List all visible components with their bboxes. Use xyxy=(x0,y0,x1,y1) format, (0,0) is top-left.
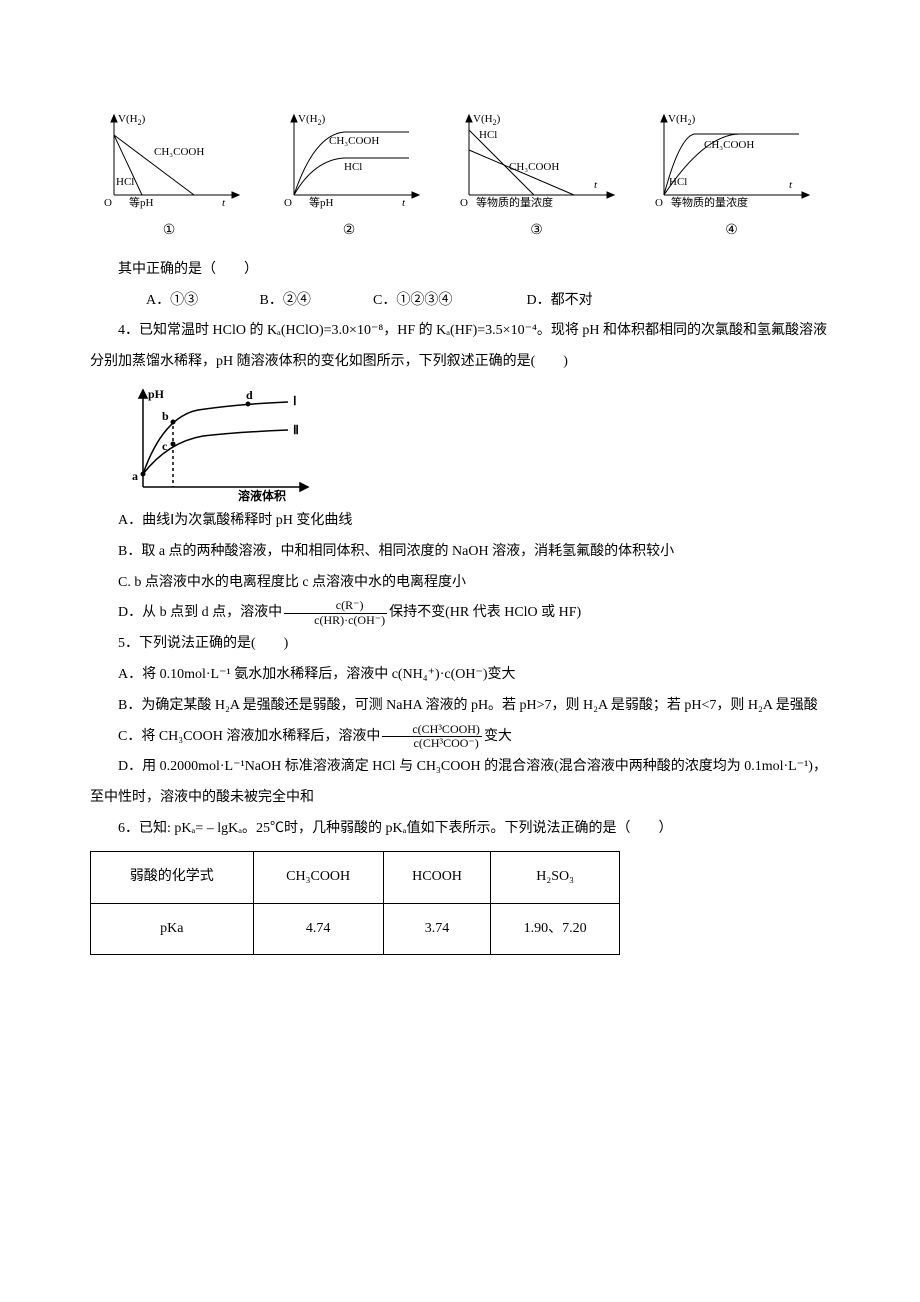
chart-4-hcl-label: HCl xyxy=(669,176,687,188)
chart-3-number: ③ xyxy=(454,216,619,247)
chart-xlabel-t: t xyxy=(402,197,406,209)
q5-opt-c-frac: c(CH³COOH)c(CH³COO⁻) xyxy=(382,723,482,750)
table-cell: 1.90、7.20 xyxy=(491,903,620,955)
q4-opt-d-post: 保持不变(HR 代表 HClO 或 HF) xyxy=(389,605,581,620)
q3-opt-d: D．都不对 xyxy=(499,286,593,317)
dilution-chart: pH a b c d Ⅰ Ⅱ 溶液体积 xyxy=(118,382,318,502)
table-header: HCOOH xyxy=(383,851,490,903)
dilution-I: Ⅰ xyxy=(293,394,297,408)
dilution-xlabel: 溶液体积 xyxy=(238,488,286,502)
chart-ylabel: V(H2) xyxy=(298,113,326,127)
table-row: pKa 4.74 3.74 1.90、7.20 xyxy=(91,903,620,955)
chart-origin: O xyxy=(284,197,292,209)
dilution-a: a xyxy=(132,469,138,483)
chart-origin: O xyxy=(104,197,112,209)
chart-3-hcl-label: HCl xyxy=(479,129,497,141)
chart-3-ch3cooh-label: CH₃COOH xyxy=(509,161,559,173)
chart-ylabel: V(H2) xyxy=(668,113,696,127)
chart-3-svg: V(H2) HCl CH₃COOH t O 等物质的量浓度 xyxy=(454,110,619,210)
chart-3: V(H2) HCl CH₃COOH t O 等物质的量浓度 ③ xyxy=(454,110,619,247)
dilution-c: c xyxy=(162,439,168,453)
chart-1-xlabel-ph: 等pH xyxy=(129,195,153,209)
q3-opt-b: B．②④ xyxy=(232,286,342,317)
chart-2: V(H2) CH₃COOH HCl O 等pH t ② xyxy=(274,110,424,247)
q4-opt-d: D．从 b 点到 d 点，溶液中c(R⁻)c(HR)·c(OH⁻)保持不变(HR… xyxy=(90,598,830,629)
chart-1: V(H2) CH₃COOH HCl O 等pH t ① xyxy=(94,110,244,247)
table-cell: 4.74 xyxy=(253,903,383,955)
q5-opt-b: B．为确定某酸 H₂A 是强酸还是弱酸，可测 NaHA 溶液的 pH。若 pH>… xyxy=(90,691,830,722)
chart-1-ch3cooh-label: CH₃COOH xyxy=(154,146,204,158)
table-cell: 3.74 xyxy=(383,903,490,955)
chart-xlabel-t: t xyxy=(222,197,226,209)
chart-4-svg: V(H2) CH₃COOH HCl t O 等物质的量浓度 xyxy=(649,110,814,210)
chart-4-ch3cooh-label: CH₃COOH xyxy=(704,139,754,151)
chart-2-svg: V(H2) CH₃COOH HCl O 等pH t xyxy=(274,110,424,210)
chart-xlabel-t: t xyxy=(594,179,598,191)
q3-options: A．①③ B．②④ C．①②③④ D．都不对 xyxy=(90,286,830,317)
table-cell: pKa xyxy=(91,903,254,955)
rate-charts-row: V(H2) CH₃COOH HCl O 等pH t ① V(H2) CH₃COO… xyxy=(90,110,830,247)
chart-4: V(H2) CH₃COOH HCl t O 等物质的量浓度 ④ xyxy=(649,110,814,247)
dilution-b: b xyxy=(162,409,169,423)
table-row: 弱酸的化学式 CH₃COOH HCOOH H₂SO₃ xyxy=(91,851,620,903)
q4-opt-d-frac: c(R⁻)c(HR)·c(OH⁻) xyxy=(284,599,387,626)
table-header: CH₃COOH xyxy=(253,851,383,903)
q4-opt-d-pre: D．从 b 点到 d 点，溶液中 xyxy=(118,605,282,620)
table-header: 弱酸的化学式 xyxy=(91,851,254,903)
chart-ylabel: V(H2) xyxy=(118,113,146,127)
dilution-II: Ⅱ xyxy=(293,423,299,437)
q5-opt-a: A．将 0.10mol·L⁻¹ 氨水加水稀释后，溶液中 c(NH₄⁺)·c(OH… xyxy=(90,660,830,691)
chart-xlabel-t: t xyxy=(789,179,793,191)
dilution-d: d xyxy=(246,388,253,402)
dilution-ylabel: pH xyxy=(148,387,165,401)
pka-table: 弱酸的化学式 CH₃COOH HCOOH H₂SO₃ pKa 4.74 3.74… xyxy=(90,851,620,956)
chart-2-xlabel-ph: 等pH xyxy=(309,195,333,209)
q4-opt-a: A．曲线Ⅰ为次氯酸稀释时 pH 变化曲线 xyxy=(90,506,830,537)
q5-opt-c: C．将 CH₃COOH 溶液加水稀释后，溶液中c(CH³COOH)c(CH³CO… xyxy=(90,722,830,753)
q3-opt-a: A．①③ xyxy=(118,286,228,317)
chart-4-number: ④ xyxy=(649,216,814,247)
chart-origin: O xyxy=(460,197,468,209)
chart-4-xlabel-conc: 等物质的量浓度 xyxy=(671,195,748,209)
q4-opt-b: B．取 a 点的两种酸溶液，中和相同体积、相同浓度的 NaOH 溶液，消耗氢氟酸… xyxy=(90,537,830,568)
q3-tail: 其中正确的是（ ） xyxy=(90,255,830,286)
chart-1-hcl-label: HCl xyxy=(116,176,134,188)
chart-1-number: ① xyxy=(94,216,244,247)
table-header: H₂SO₃ xyxy=(491,851,620,903)
chart-2-hcl-label: HCl xyxy=(344,161,362,173)
q4-stem: 4．已知常温时 HClO 的 Kₐ(HClO)=3.0×10⁻⁸，HF 的 Kₐ… xyxy=(90,316,830,378)
chart-2-number: ② xyxy=(274,216,424,247)
q5-opt-c-pre: C．将 CH₃COOH 溶液加水稀释后，溶液中 xyxy=(118,729,380,744)
chart-3-xlabel-conc: 等物质的量浓度 xyxy=(476,195,553,209)
q5-opt-d: D．用 0.2000mol·L⁻¹NaOH 标准溶液滴定 HCl 与 CH₃CO… xyxy=(90,752,830,814)
q3-opt-c: C．①②③④ xyxy=(345,286,495,317)
q4-opt-c: C. b 点溶液中水的电离程度比 c 点溶液中水的电离程度小 xyxy=(90,568,830,599)
chart-1-svg: V(H2) CH₃COOH HCl O 等pH t xyxy=(94,110,244,210)
chart-origin: O xyxy=(655,197,663,209)
chart-ylabel: V(H2) xyxy=(473,113,501,127)
q5-opt-c-post: 变大 xyxy=(484,729,512,744)
chart-2-ch3cooh-label: CH₃COOH xyxy=(329,135,379,147)
q6-stem: 6．已知: pKₐ= – lgKₐ。25℃时，几种弱酸的 pKₐ值如下表所示。下… xyxy=(90,814,830,845)
q5-stem: 5．下列说法正确的是( ) xyxy=(90,629,830,660)
